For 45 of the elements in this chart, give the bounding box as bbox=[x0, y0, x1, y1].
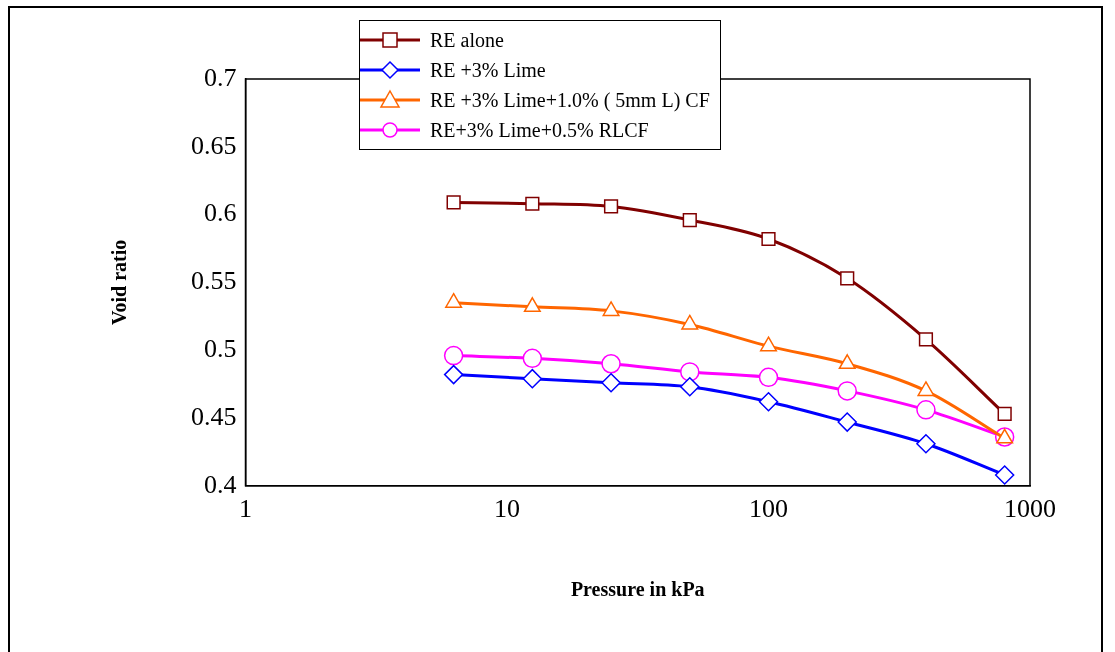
legend-label: RE +3% Lime bbox=[430, 58, 546, 83]
point bbox=[523, 297, 541, 313]
point bbox=[837, 381, 857, 401]
point bbox=[446, 195, 461, 210]
y-tick-label: 0.55 bbox=[191, 266, 237, 296]
x-tick-label: 100 bbox=[749, 494, 788, 524]
point bbox=[997, 406, 1012, 422]
y-axis-title: Void ratio bbox=[108, 239, 131, 326]
point bbox=[916, 434, 936, 454]
point bbox=[603, 199, 619, 214]
point bbox=[838, 354, 856, 370]
y-tick-label: 0.7 bbox=[204, 62, 237, 92]
point bbox=[917, 381, 935, 397]
point bbox=[601, 354, 621, 374]
point bbox=[443, 345, 464, 366]
y-tick-label: 0.45 bbox=[191, 401, 237, 431]
point bbox=[680, 377, 700, 397]
x-tick-label: 10 bbox=[494, 494, 520, 524]
x-tick-label: 1 bbox=[239, 494, 252, 524]
point bbox=[602, 301, 620, 317]
y-tick-label: 0.4 bbox=[204, 469, 237, 499]
point bbox=[758, 391, 779, 412]
point bbox=[522, 368, 543, 389]
point bbox=[680, 362, 700, 382]
point bbox=[601, 372, 621, 393]
point bbox=[758, 367, 779, 388]
legend-label: RE +3% Lime+1.0% ( 5mm L) CF bbox=[430, 88, 710, 114]
y-tick-label: 0.5 bbox=[204, 334, 237, 364]
point bbox=[918, 332, 934, 347]
x-axis-title: Pressure in kPa bbox=[570, 578, 705, 601]
point bbox=[837, 412, 857, 432]
point bbox=[761, 231, 776, 247]
point bbox=[522, 348, 543, 369]
point bbox=[682, 212, 697, 228]
point bbox=[840, 271, 855, 286]
point bbox=[759, 336, 778, 352]
point bbox=[916, 400, 936, 420]
legend-label: RE alone bbox=[430, 28, 504, 53]
x-tick-label: 1000 bbox=[1004, 494, 1056, 524]
legend-label: RE+3% Lime+0.5% RLCF bbox=[430, 118, 649, 143]
point bbox=[525, 196, 540, 211]
point bbox=[994, 465, 1015, 485]
point bbox=[443, 364, 464, 385]
y-tick-label: 0.6 bbox=[204, 198, 237, 228]
y-tick-label: 0.65 bbox=[191, 130, 237, 160]
